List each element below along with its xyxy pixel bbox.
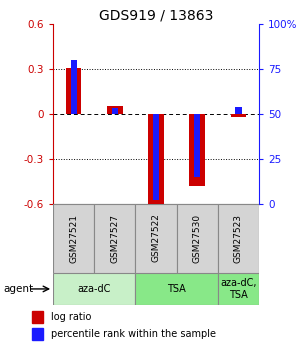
Bar bbox=[177, 204, 218, 273]
Bar bbox=[53, 273, 135, 305]
Bar bbox=[32, 310, 43, 323]
Text: GSM27522: GSM27522 bbox=[152, 214, 161, 263]
Bar bbox=[153, 114, 159, 200]
Text: aza-dC,
TSA: aza-dC, TSA bbox=[220, 278, 257, 300]
Text: aza-dC: aza-dC bbox=[78, 284, 111, 294]
Bar bbox=[107, 106, 123, 114]
Bar bbox=[112, 108, 118, 114]
Text: GSM27530: GSM27530 bbox=[193, 214, 202, 263]
Text: GSM27521: GSM27521 bbox=[69, 214, 78, 263]
Text: agent: agent bbox=[3, 284, 33, 294]
Bar bbox=[235, 107, 241, 114]
Bar bbox=[218, 204, 259, 273]
Bar bbox=[94, 204, 135, 273]
Text: GSM27523: GSM27523 bbox=[234, 214, 243, 263]
Bar bbox=[66, 68, 82, 114]
Text: log ratio: log ratio bbox=[51, 312, 91, 322]
Bar bbox=[135, 204, 177, 273]
Bar bbox=[231, 114, 246, 117]
Text: TSA: TSA bbox=[167, 284, 186, 294]
Bar bbox=[218, 273, 259, 305]
Bar bbox=[148, 114, 164, 204]
Bar bbox=[135, 273, 218, 305]
Bar bbox=[32, 328, 43, 340]
Bar bbox=[189, 114, 205, 186]
Title: GDS919 / 13863: GDS919 / 13863 bbox=[99, 9, 213, 23]
Bar bbox=[53, 204, 94, 273]
Text: percentile rank within the sample: percentile rank within the sample bbox=[51, 329, 216, 339]
Text: GSM27527: GSM27527 bbox=[110, 214, 119, 263]
Bar bbox=[194, 114, 200, 177]
Bar bbox=[71, 60, 77, 114]
